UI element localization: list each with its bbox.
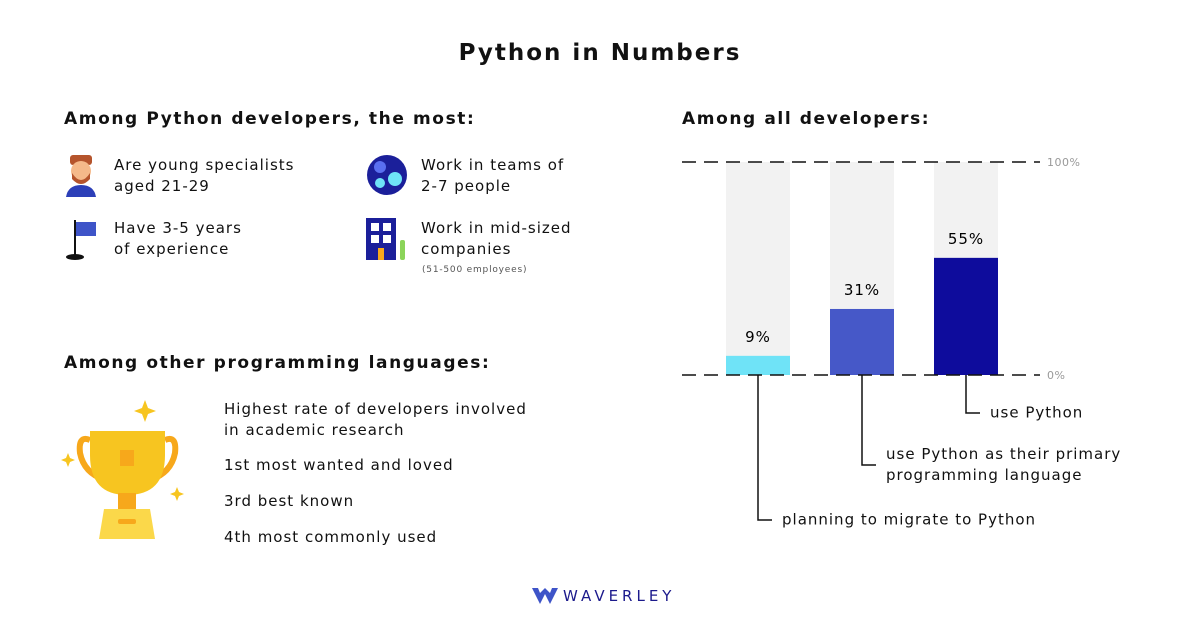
value-label: 31% [844, 281, 880, 299]
brand-name: WAVERLEY [563, 587, 676, 605]
stat-item: 1st most wanted and loved [224, 456, 454, 474]
stat-item: Are young specialists aged 21-29 [114, 156, 295, 195]
category-label: planning to migrate to Python [782, 510, 1037, 529]
category-label: use Python as their primary programming … [886, 445, 1122, 484]
icon-trophy [61, 400, 184, 539]
icon-building [366, 218, 405, 260]
value-label: 55% [948, 230, 984, 248]
stat-note: (51-500 employees) [422, 265, 528, 275]
y-tick-label: 100% [1047, 156, 1080, 169]
callout-line [861, 375, 876, 466]
section-heading: Among other programming languages: [64, 353, 491, 373]
value-label: 9% [745, 328, 771, 346]
bar [934, 257, 998, 375]
stat-item: Work in mid-sized companies [421, 219, 572, 258]
callout-line [965, 375, 980, 414]
bar [726, 355, 790, 375]
chart-title: Among all developers: [682, 109, 931, 129]
callout-line [757, 375, 772, 521]
stat-item: Have 3-5 years of experience [114, 219, 242, 258]
stat-item: Highest rate of developers involved in a… [224, 400, 527, 439]
bar [830, 308, 894, 375]
page-title: Python in Numbers [458, 40, 742, 66]
icon-person [66, 155, 96, 197]
bar-track [726, 162, 790, 375]
stat-item: Work in teams of 2-7 people [421, 156, 565, 195]
section-heading: Among Python developers, the most: [64, 109, 476, 129]
y-tick-label: 0% [1047, 369, 1065, 382]
category-label: use Python [990, 403, 1084, 422]
brand-logo [532, 588, 558, 604]
stat-item: 3rd best known [224, 492, 355, 510]
icon-team [367, 155, 407, 195]
stat-item: 4th most commonly used [224, 528, 438, 546]
icon-flag [66, 220, 96, 260]
